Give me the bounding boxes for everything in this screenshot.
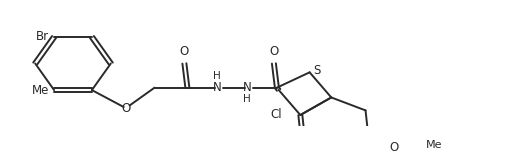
Text: S: S (313, 64, 321, 77)
Text: Cl: Cl (271, 108, 283, 121)
Text: N: N (243, 81, 251, 94)
Text: Me: Me (425, 140, 442, 150)
Text: H: H (243, 94, 251, 104)
Text: O: O (269, 45, 279, 58)
Text: Me: Me (32, 84, 49, 97)
Text: H: H (214, 71, 221, 81)
Text: O: O (121, 102, 131, 115)
Text: N: N (213, 81, 222, 94)
Text: O: O (180, 45, 189, 58)
Text: O: O (389, 141, 398, 154)
Text: Br: Br (36, 30, 49, 43)
